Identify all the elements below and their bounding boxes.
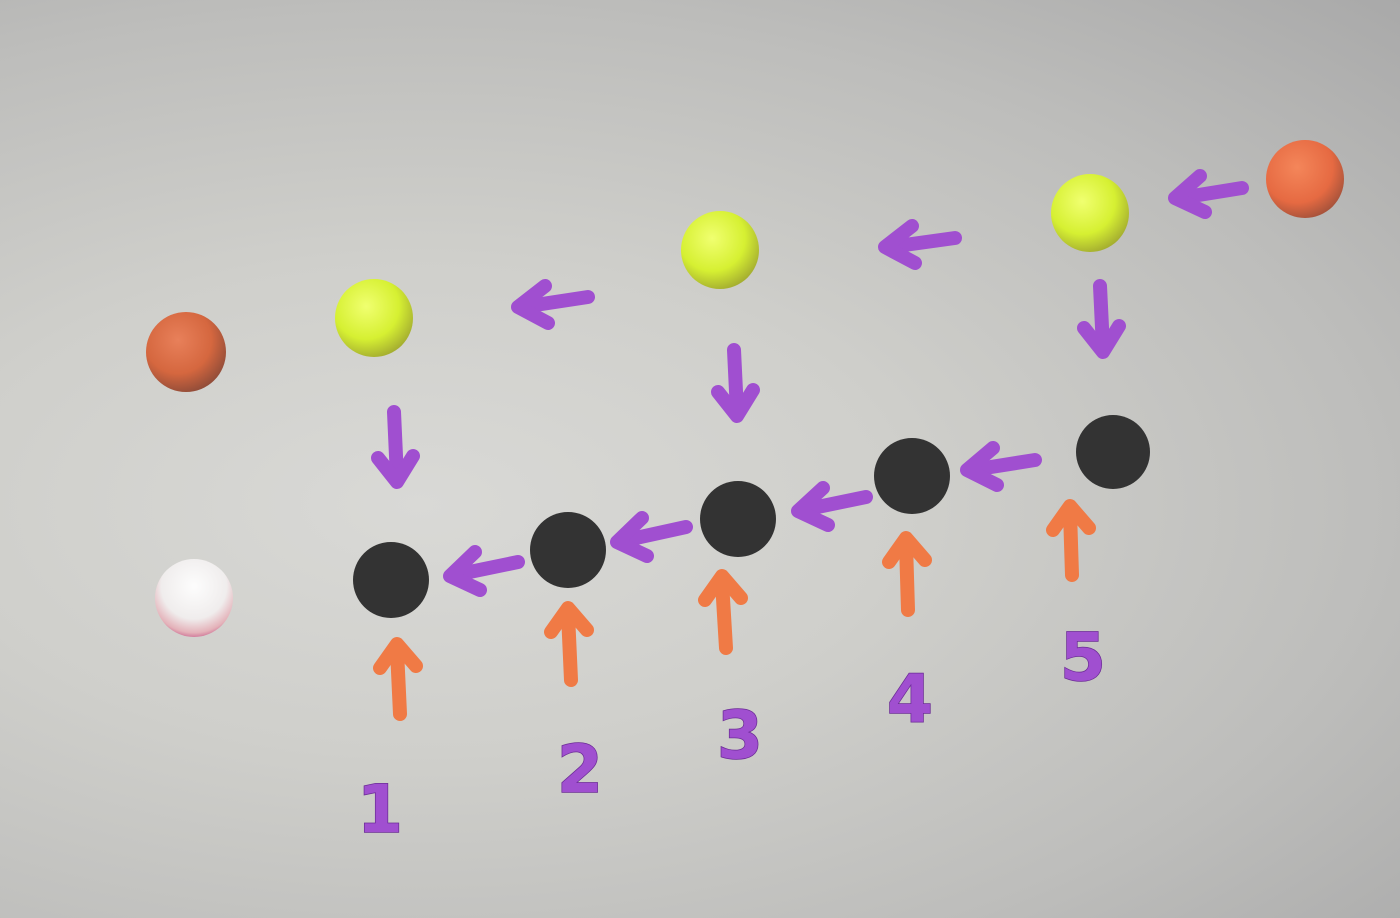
orange-ball-right bbox=[1266, 140, 1344, 218]
yellow-ball-2 bbox=[681, 211, 759, 289]
black-ball-3 bbox=[700, 481, 776, 557]
black-ball-2 bbox=[530, 512, 606, 588]
purple-arrow-chain-1 bbox=[443, 545, 525, 597]
purple-arrow-down-2 bbox=[711, 343, 760, 423]
black-ball-1 bbox=[353, 542, 429, 618]
purple-arrow-down-3 bbox=[1077, 279, 1126, 359]
purple-arrow-chain-3 bbox=[791, 481, 873, 532]
purple-arrow-left-2 bbox=[878, 219, 962, 270]
orange-arrow-up-1 bbox=[373, 637, 423, 721]
label-4: 4 bbox=[887, 661, 933, 738]
purple-arrow-chain-4 bbox=[960, 441, 1042, 492]
label-5: 5 bbox=[1060, 619, 1106, 696]
purple-arrow-down-1 bbox=[371, 405, 420, 489]
white-ball bbox=[155, 559, 233, 637]
purple-arrow-chain-2 bbox=[610, 511, 693, 563]
orange-arrow-up-4 bbox=[882, 531, 932, 617]
yellow-ball-1 bbox=[335, 279, 413, 357]
orange-arrow-up-5 bbox=[1046, 499, 1096, 582]
label-3: 3 bbox=[717, 697, 763, 774]
yellow-ball-3 bbox=[1051, 174, 1129, 252]
label-2: 2 bbox=[557, 731, 603, 808]
black-ball-5 bbox=[1076, 415, 1150, 489]
purple-arrow-left-3 bbox=[1168, 169, 1249, 219]
orange-arrow-up-2 bbox=[544, 601, 594, 687]
label-1: 1 bbox=[357, 771, 403, 848]
orange-ball-left bbox=[146, 312, 226, 392]
orange-arrow-up-3 bbox=[698, 569, 748, 655]
black-ball-4 bbox=[874, 438, 950, 514]
purple-arrow-left-1 bbox=[511, 279, 595, 330]
